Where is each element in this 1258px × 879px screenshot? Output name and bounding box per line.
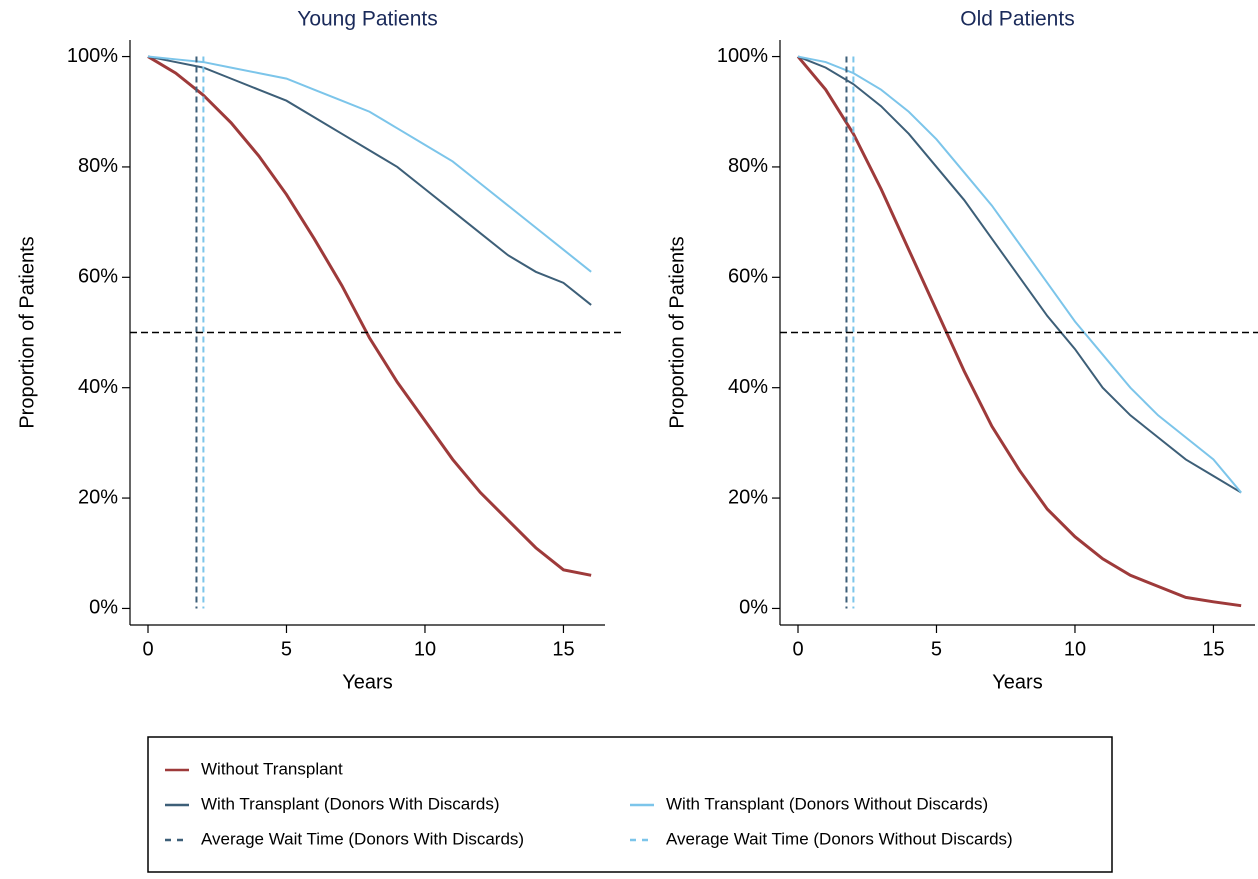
y-tick-label: 0% xyxy=(739,597,768,619)
x-tick-label: 15 xyxy=(1202,638,1224,660)
y-tick-label: 20% xyxy=(728,486,768,508)
series-line: With Transplant (Donors Without Discards… xyxy=(797,55,1242,494)
y-tick-label: 0% xyxy=(89,597,118,619)
legend: Without Transplant With Transplant (Donor… xyxy=(165,759,1013,848)
x-tick-label: 0 xyxy=(792,638,803,660)
x-tick-label: 0 xyxy=(142,638,153,660)
series-line: With Transplant (Donors With Discards)#3… xyxy=(147,55,592,306)
legend-label: Average Wait Time (Donors Without Discar… xyxy=(666,829,1013,848)
y-tick-label: 100% xyxy=(67,45,118,67)
legend-label: Without Transplant xyxy=(201,759,343,778)
legend-label: With Transplant (Donors Without Discards… xyxy=(666,794,988,813)
series-line: Without Transplant#9e3a3a xyxy=(796,55,1242,608)
panel: Old Patients 0% 20% 40% 60% 80% 100% 0 5 10 15 Year… xyxy=(666,8,1258,693)
y-tick-label: 80% xyxy=(78,155,118,177)
x-tick-label: 10 xyxy=(414,638,436,660)
x-axis-label: Years xyxy=(992,671,1042,693)
y-tick-label: 40% xyxy=(78,376,118,398)
y-tick-label: 60% xyxy=(728,266,768,288)
y-tick-label: 40% xyxy=(728,376,768,398)
x-axis-label: Years xyxy=(342,671,392,693)
series-line: With Transplant (Donors With Discards)#3… xyxy=(797,55,1242,494)
y-axis-label: Proportion of Patients xyxy=(16,236,38,428)
x-tick-label: 15 xyxy=(552,638,574,660)
y-tick-label: 100% xyxy=(717,45,768,67)
series-line: Without Transplant#9e3a3a xyxy=(147,55,592,577)
y-axis-label: Proportion of Patients xyxy=(666,236,688,428)
x-tick-label: 5 xyxy=(931,638,942,660)
chart-title: Old Patients xyxy=(960,8,1074,31)
y-tick-label: 20% xyxy=(78,486,118,508)
y-tick-label: 80% xyxy=(728,155,768,177)
series-line: With Transplant (Donors Without Discards… xyxy=(147,55,592,273)
x-tick-label: 10 xyxy=(1064,638,1086,660)
legend-label: Average Wait Time (Donors With Discards) xyxy=(201,829,524,848)
panel: Young Patients 0% 20% 40% 60% 80% 100% 0 5 10 15 Ye… xyxy=(16,8,625,693)
x-tick-label: 5 xyxy=(281,638,292,660)
y-tick-label: 60% xyxy=(78,266,118,288)
chart-title: Young Patients xyxy=(297,8,438,31)
legend-label: With Transplant (Donors With Discards) xyxy=(201,794,500,813)
